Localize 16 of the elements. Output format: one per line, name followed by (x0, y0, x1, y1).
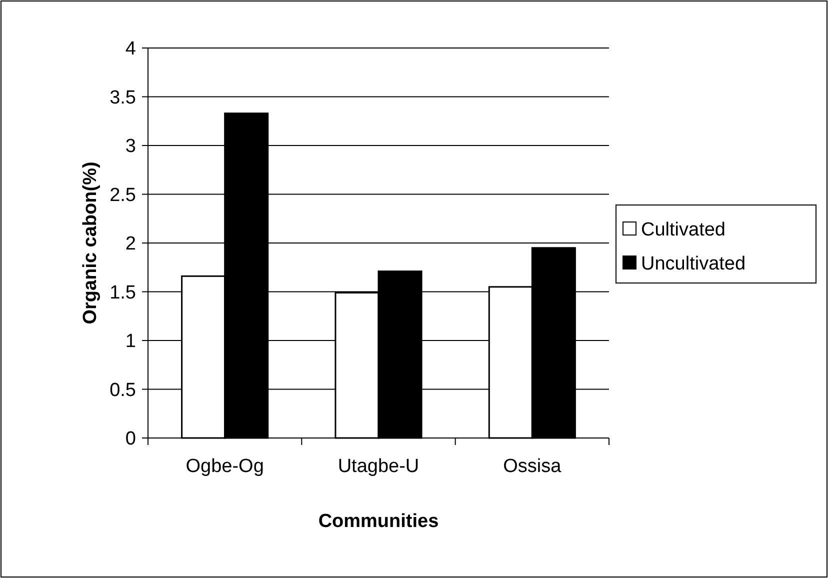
x-tick-label: Utagbe-U (338, 456, 420, 477)
legend-label: Uncultivated (641, 254, 746, 275)
legend-label: Cultivated (641, 220, 726, 241)
x-tick-label: Ossisa (503, 456, 562, 477)
y-tick-label: 2 (125, 234, 136, 255)
x-tick-label: Ogbe-Og (186, 456, 264, 477)
y-tick-label: 3.5 (110, 87, 136, 108)
y-tick-label: 4 (125, 38, 136, 60)
y-tick-label: 1.5 (110, 282, 136, 304)
y-tick-label: 1 (125, 331, 136, 352)
y-axis-title: Organic cabon(%) (80, 162, 101, 324)
x-axis-title: Communities (318, 511, 439, 532)
y-tick-label: 2.5 (110, 184, 136, 206)
y-tick-label: 0 (125, 428, 136, 450)
y-tick-label: 0.5 (110, 380, 136, 401)
y-tick-label: 3 (125, 136, 136, 158)
